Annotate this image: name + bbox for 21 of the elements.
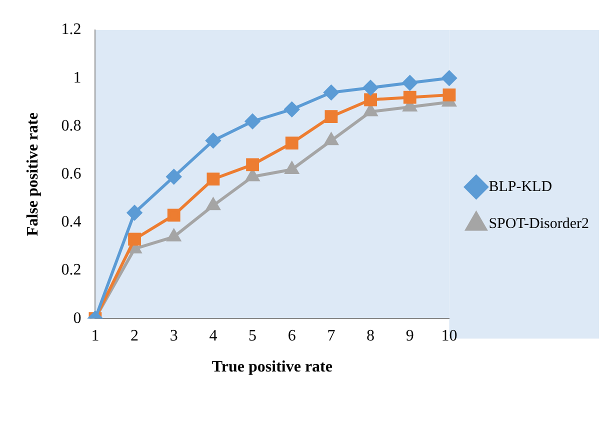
y-axis-title: False positive rate (24, 112, 42, 236)
legend-label: SPOT-Disorder2 (488, 216, 590, 232)
x-axis-title: True positive rate (212, 358, 332, 376)
y-tick-label: 0.8 (61, 117, 82, 134)
x-tick-label: 1 (91, 327, 100, 344)
x-tick-label: 6 (288, 327, 296, 344)
x-tick-label: 7 (327, 327, 336, 344)
x-tick-label: 2 (130, 327, 139, 344)
y-tick-label: 0 (73, 310, 82, 327)
legend-label: BLP-KLD (488, 178, 552, 195)
y-tick-label: 1.2 (61, 21, 82, 38)
x-tick-label: 5 (248, 327, 257, 344)
x-tick-label: 3 (170, 327, 178, 344)
x-tick-label: 9 (406, 327, 414, 344)
y-tick-label: 1 (73, 69, 82, 86)
x-tick-label: 4 (209, 327, 218, 344)
x-tick-label: 10 (441, 327, 458, 344)
x-tick-label: 8 (366, 327, 375, 344)
y-tick-label: 0.2 (61, 262, 82, 279)
y-tick-label: 0.6 (61, 166, 82, 183)
y-tick-label: 0.4 (61, 214, 82, 231)
